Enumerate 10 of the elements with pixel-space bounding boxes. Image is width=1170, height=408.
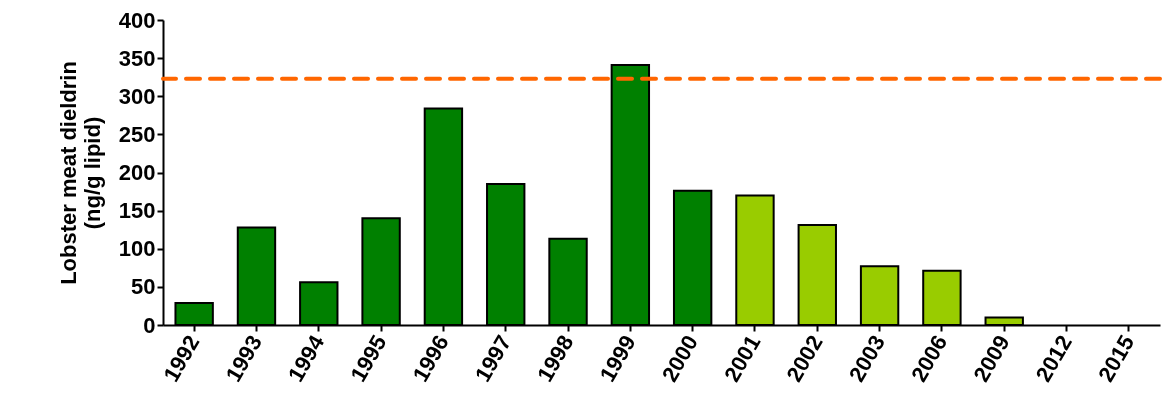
y-tick-label: 50 bbox=[131, 274, 156, 300]
y-tick-label: 250 bbox=[118, 121, 156, 147]
y-tick-label: 150 bbox=[118, 198, 156, 224]
y-tick-label: 200 bbox=[118, 160, 156, 185]
y-tick-label: 300 bbox=[118, 83, 156, 109]
y-tick-label: 400 bbox=[118, 7, 156, 33]
y-tick-label: 350 bbox=[118, 45, 156, 71]
y-tick-label: 100 bbox=[118, 236, 156, 262]
y-tick-label: 0 bbox=[143, 312, 156, 338]
y-axis-title: Lobster meat dieldrin (ng/g lipid) bbox=[55, 61, 105, 285]
